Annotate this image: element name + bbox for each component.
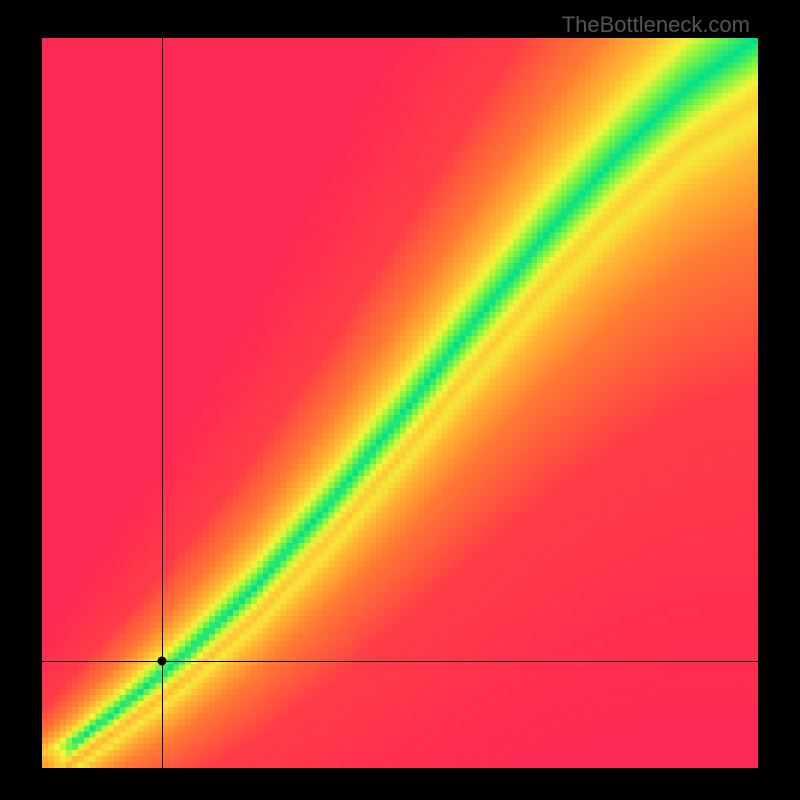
chart-container: { "watermark": { "text": "TheBottleneck.… — [0, 0, 800, 800]
bottleneck-heatmap — [42, 38, 758, 768]
crosshair-horizontal — [42, 661, 758, 662]
crosshair-marker — [157, 656, 166, 665]
watermark-text: TheBottleneck.com — [562, 12, 750, 38]
